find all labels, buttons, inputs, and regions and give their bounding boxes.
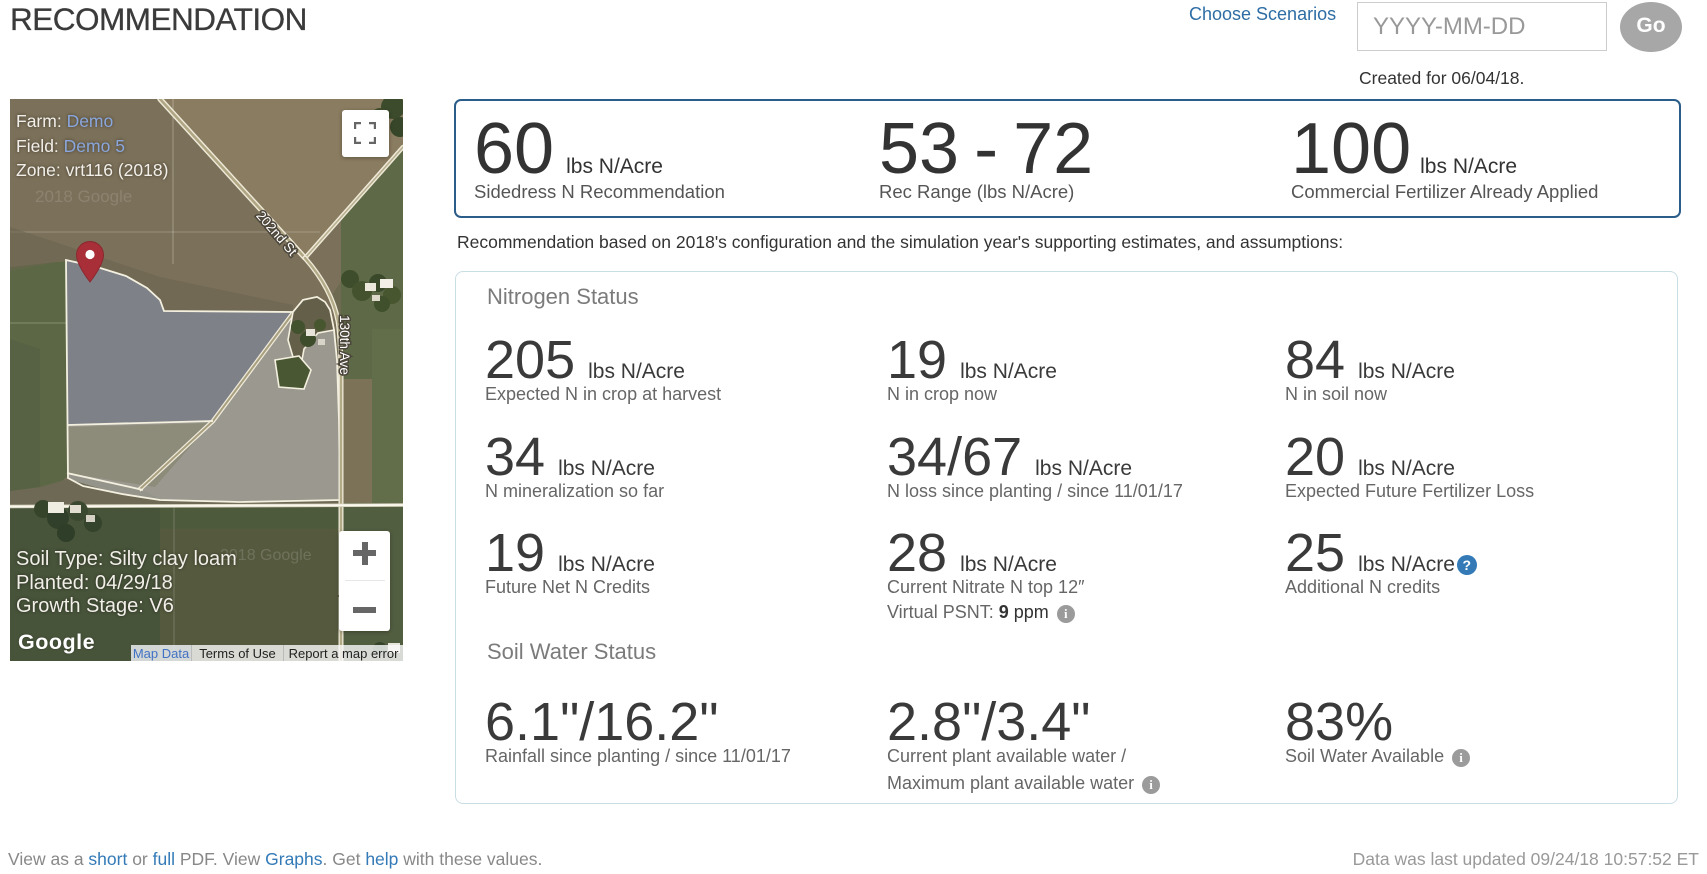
svg-text:2018 Google: 2018 Google xyxy=(220,547,312,564)
svg-text:130th Ave: 130th Ave xyxy=(337,315,352,375)
